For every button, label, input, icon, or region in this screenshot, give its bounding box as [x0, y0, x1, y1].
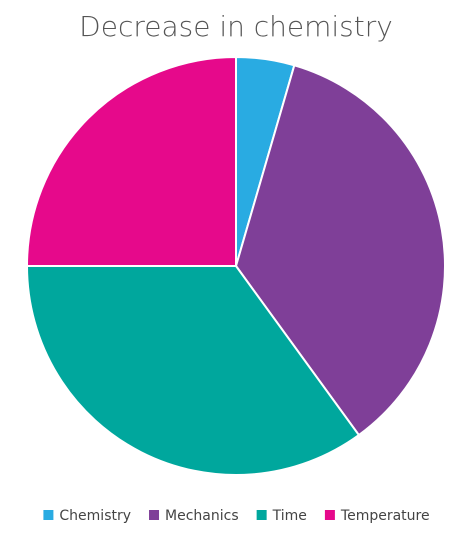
legend-swatch — [256, 510, 267, 520]
legend: Chemistry Mechanics Time Temperature — [43, 508, 430, 524]
legend-label: Time — [272, 508, 307, 524]
chart-title: Decrease in chemistry — [79, 10, 393, 43]
legend-label: Chemistry — [59, 508, 131, 524]
legend-label: Mechanics — [165, 508, 239, 524]
legend-swatch — [324, 510, 335, 520]
pie-slice — [25, 265, 361, 476]
pie — [25, 55, 446, 476]
legend-label: Temperature — [340, 508, 430, 524]
pie-slice — [234, 64, 446, 437]
legend-swatch — [149, 510, 160, 520]
pie-slice — [25, 55, 237, 267]
legend-swatch — [43, 510, 54, 520]
